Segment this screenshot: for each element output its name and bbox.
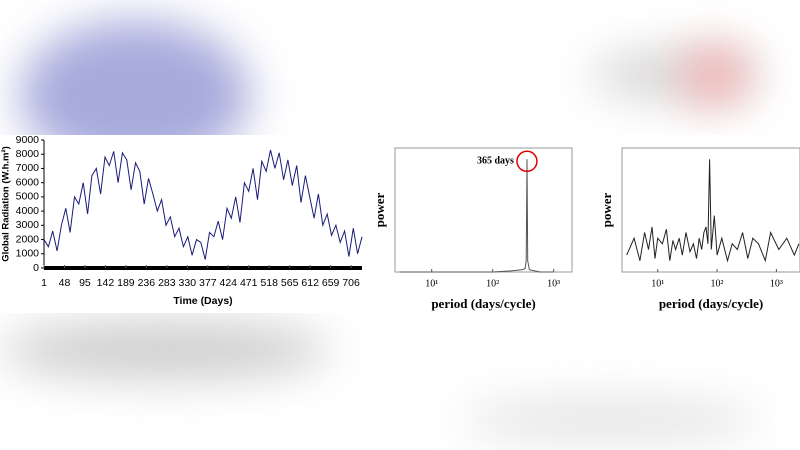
- x-tick-label: 565: [281, 277, 299, 289]
- x-tick-label: 10²: [486, 278, 499, 289]
- x-axis-label: Time (Days): [173, 295, 232, 307]
- x-axis-label: period (days/cycle): [659, 296, 763, 311]
- x-tick-label: 236: [138, 277, 156, 289]
- y-tick-label: 1000: [16, 248, 40, 260]
- y-tick-label: 8000: [16, 148, 40, 160]
- x-tick-label: 10³: [547, 278, 560, 289]
- y-tick-label: 3000: [16, 219, 40, 231]
- x-tick-label: 706: [342, 277, 360, 289]
- y-tick-label: 0: [33, 262, 39, 274]
- x-tick-label: 10¹: [425, 278, 438, 289]
- x-tick-label: 377: [199, 277, 217, 289]
- background-blob: [0, 320, 330, 380]
- data-line: [399, 159, 554, 273]
- data-line: [626, 159, 800, 263]
- x-tick-label: 330: [179, 277, 197, 289]
- x-tick-label: 1: [41, 277, 47, 289]
- y-tick-label: 9000: [16, 134, 40, 146]
- y-tick-label: 6000: [16, 176, 40, 188]
- x-tick-label: 659: [322, 277, 340, 289]
- x-tick-label: 518: [260, 277, 278, 289]
- y-tick-label: 5000: [16, 191, 40, 203]
- y-axis-label: power: [372, 192, 387, 227]
- x-tick-label: 471: [240, 277, 258, 289]
- data-line: [43, 149, 363, 260]
- x-tick-label: 424: [220, 277, 238, 289]
- annotation-circle: [516, 150, 538, 173]
- x-tick-label: 10²: [711, 278, 724, 289]
- chart-band: [0, 135, 800, 313]
- x-tick-label: 10³: [770, 278, 783, 289]
- x-tick-label: 283: [158, 277, 176, 289]
- x-tick-label: 189: [117, 277, 135, 289]
- annotation: 365 days: [477, 156, 514, 167]
- y-tick-label: 4000: [16, 205, 40, 217]
- axes-frame: [621, 147, 800, 273]
- background-blob: [680, 45, 750, 105]
- x-tick-label: 95: [79, 277, 91, 289]
- x-tick-label: 10¹: [651, 278, 664, 289]
- x-tick-label: 612: [301, 277, 319, 289]
- background-blob: [460, 400, 760, 440]
- y-tick-label: 2000: [16, 233, 40, 245]
- x-tick-label: 48: [59, 277, 71, 289]
- y-axis-label: Global Radiation (W.h.m²): [1, 146, 12, 262]
- y-tick-label: 7000: [16, 162, 40, 174]
- axes-frame: [394, 147, 573, 273]
- x-tick-label: 142: [97, 277, 115, 289]
- x-axis-label: period (days/cycle): [431, 296, 535, 311]
- y-axis-label: power: [599, 192, 614, 227]
